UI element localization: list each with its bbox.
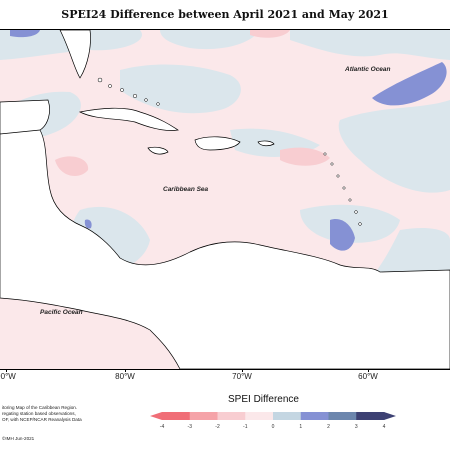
colorbar-tick-label: 2: [327, 424, 330, 430]
colorbar-tick-label: 0: [271, 424, 275, 430]
colorbar-tick-label: -1: [243, 424, 248, 430]
caribbean-sea-label: Caribbean Sea: [163, 186, 209, 193]
pacific-ocean-label: Pacific Ocean: [40, 309, 83, 316]
atlantic-ocean-label: Atlantic Ocean: [344, 66, 391, 73]
credits-text: itoring Map of the Caribbean Region. reg…: [2, 405, 122, 423]
colorbar-tick-label: 3: [354, 424, 358, 430]
colorbar-swatch: [356, 412, 385, 420]
colorbar-swatch: [162, 412, 191, 420]
colorbar-tick-label: 1: [299, 424, 303, 430]
lon-tick: [242, 369, 243, 372]
colorbar-min-cap: [150, 412, 162, 420]
islands: [97, 77, 362, 226]
colorbar-tick-label: 4: [382, 424, 386, 430]
colorbar-swatch: [189, 412, 218, 420]
colorbar-swatch: [245, 412, 274, 420]
map-panel[interactable]: Atlantic Ocean Caribbean Sea Pacific Oce…: [0, 29, 450, 370]
negative-anomaly-fields: [55, 30, 330, 176]
colorbar-swatch: [300, 412, 329, 420]
lon-label: 60°W: [358, 372, 378, 381]
colorbar-tick-label: -3: [187, 424, 192, 430]
colorbar-swatch: [273, 412, 302, 420]
colorbar-tick-label: -4: [159, 424, 165, 430]
landmass: [0, 29, 450, 370]
map-title: SPEI24 Difference between April 2021 and…: [61, 8, 389, 21]
colorbar-swatch: [328, 412, 357, 420]
colorbar: [150, 412, 396, 420]
strong-positive-anomalies: [10, 30, 447, 251]
lon-label: 90°W: [0, 372, 16, 381]
map-svg: Atlantic Ocean Caribbean Sea Pacific Oce…: [0, 29, 450, 370]
colorbar-tick-label: -2: [215, 424, 220, 430]
lon-label: 80°W: [115, 372, 135, 381]
lon-label: 70°W: [232, 372, 252, 381]
legend-title: SPEI Difference: [228, 394, 299, 405]
colorbar-max-cap: [384, 412, 396, 420]
credit-line: itoring Map of the Caribbean Region.: [2, 405, 78, 410]
credit-line: OF, with NCEP/NCAR Reanalysis Data: [2, 417, 82, 422]
credit-line: regating station based observations,: [2, 411, 76, 416]
lon-tick: [6, 369, 7, 372]
copyright-text: ©IMH Jun-2021: [2, 436, 35, 441]
colorbar-swatch: [217, 412, 246, 420]
lon-tick: [125, 369, 126, 372]
lon-tick: [368, 369, 369, 372]
